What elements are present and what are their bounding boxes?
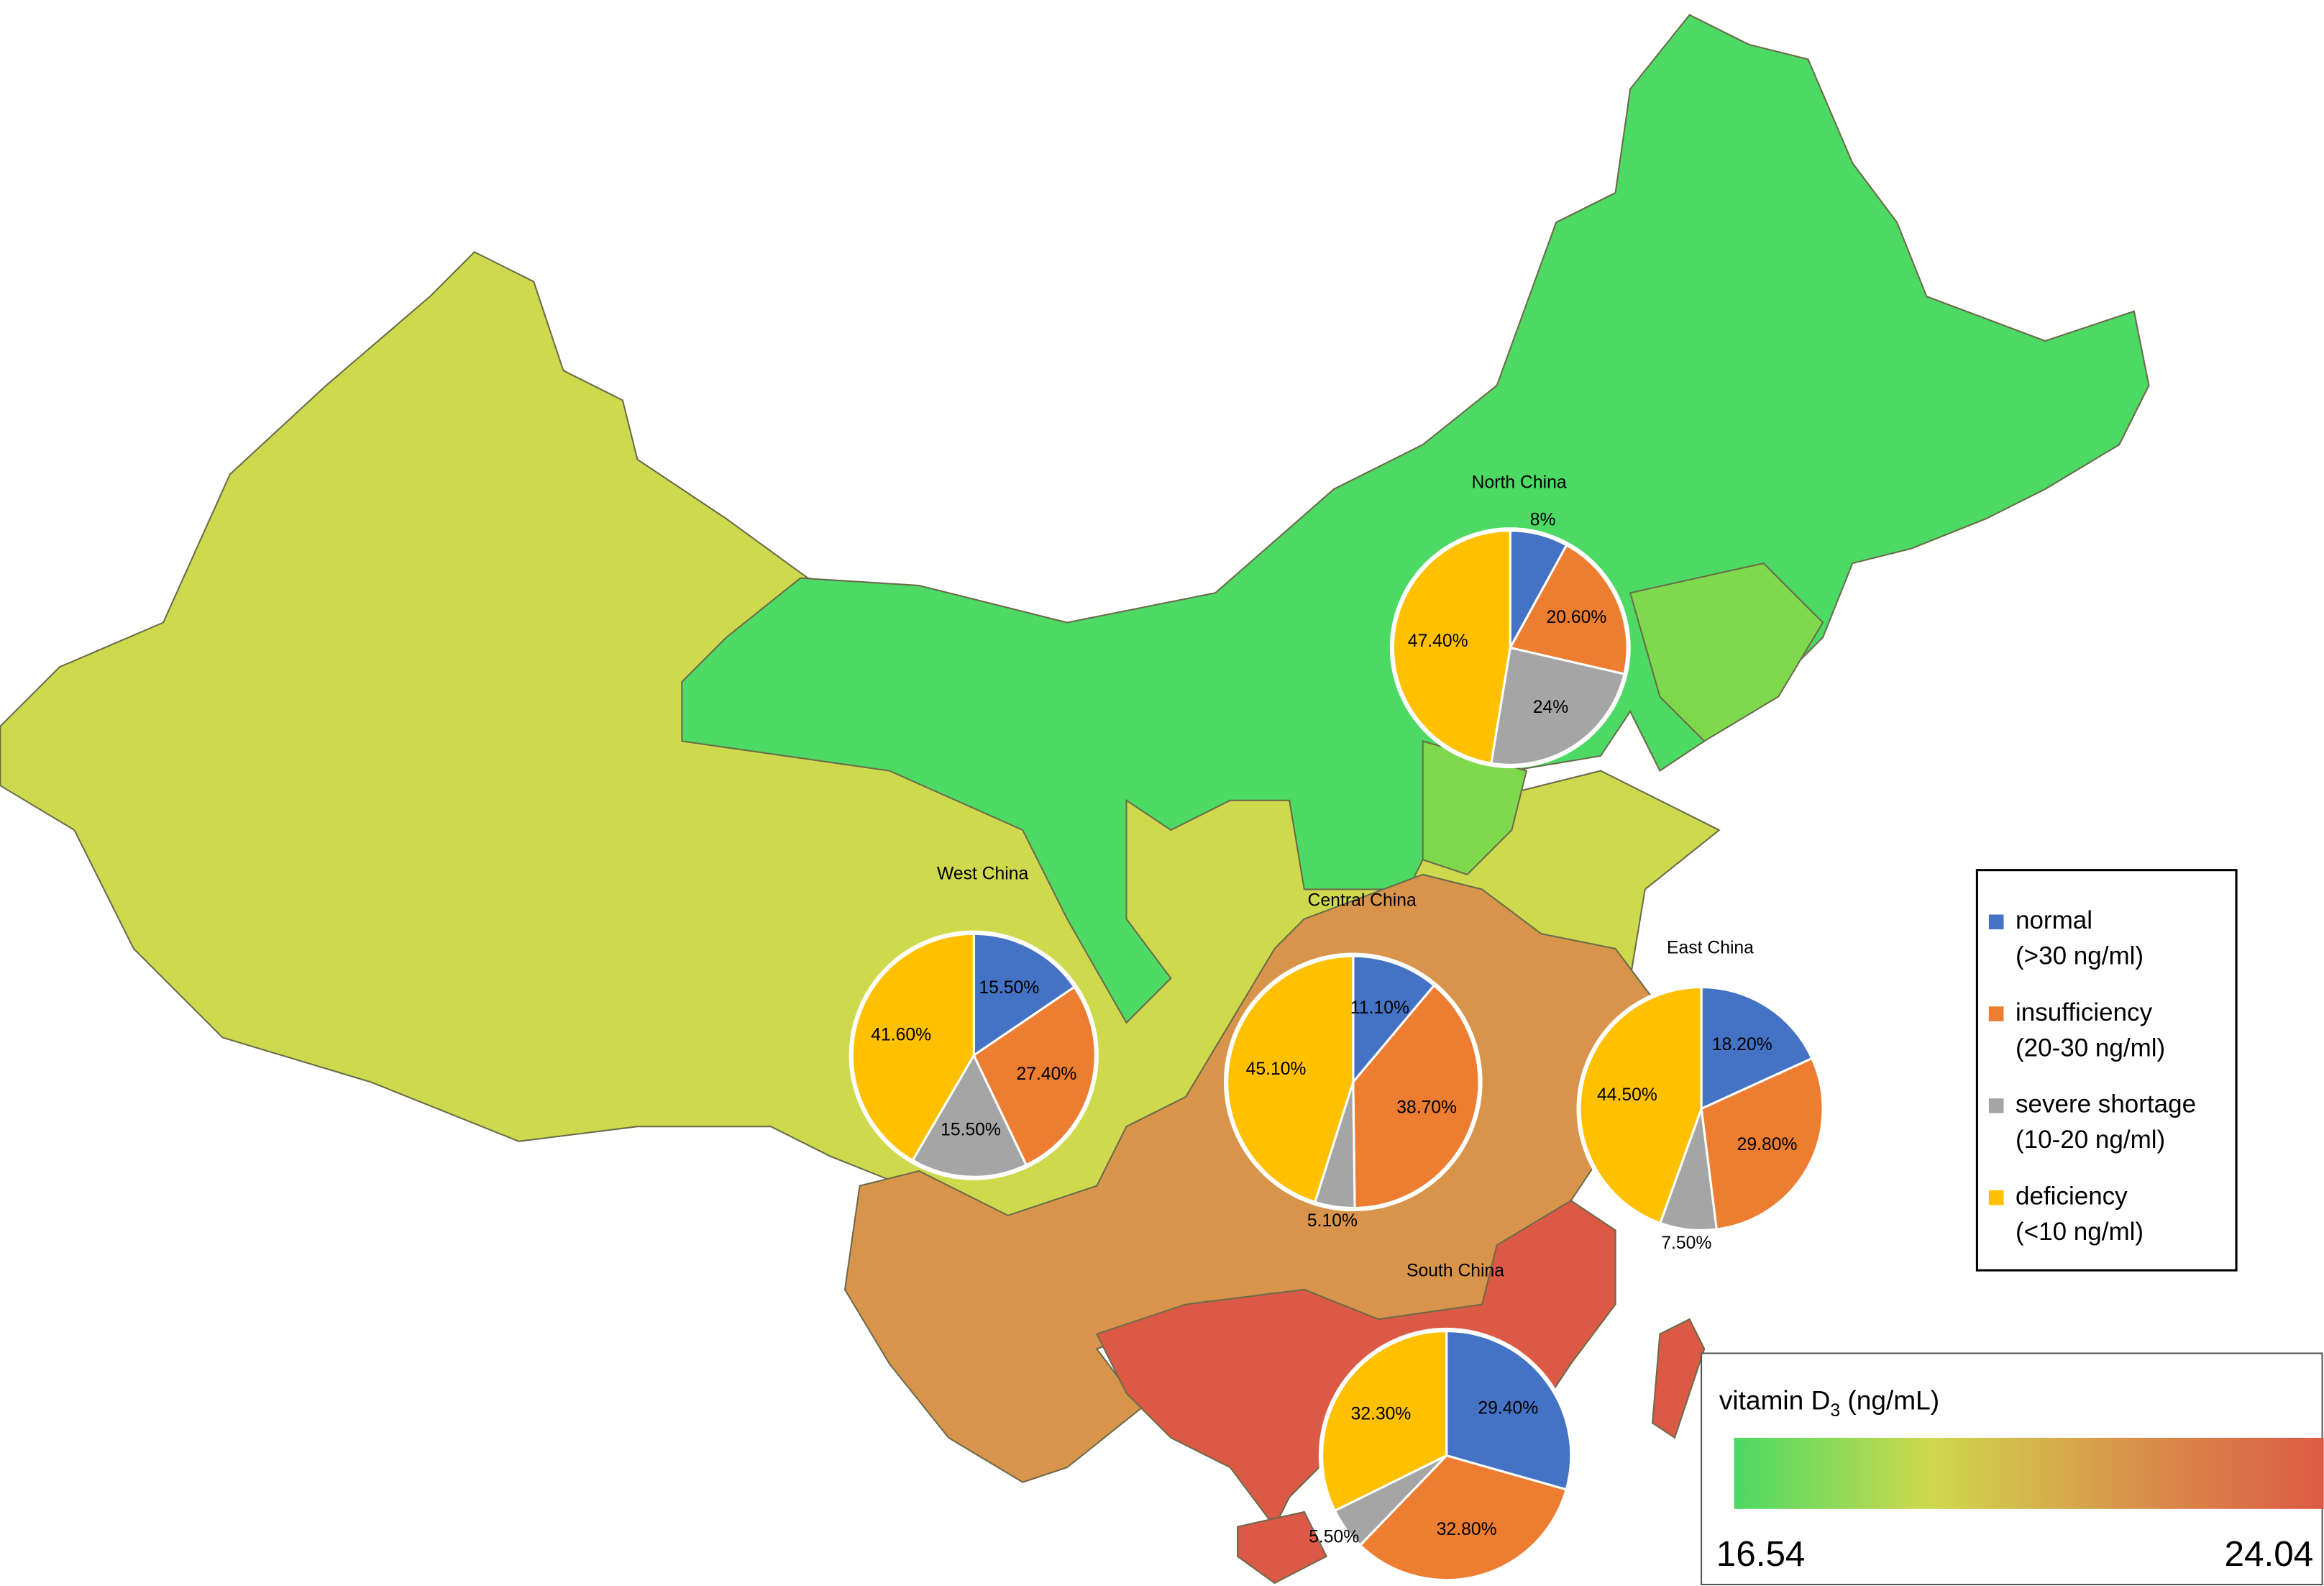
- colorbar-min: 16.54: [1716, 1534, 1806, 1574]
- taiwan: [1652, 1318, 1706, 1439]
- pie-label: 5.10%: [1307, 1211, 1358, 1231]
- north-region: [681, 14, 2150, 1024]
- pie-border: [848, 930, 1099, 1180]
- pie-label: 44.50%: [1597, 1085, 1657, 1105]
- region-name: Central China: [1308, 890, 1417, 910]
- pie-label: 27.40%: [1017, 1065, 1077, 1084]
- pie-label: 47.40%: [1408, 632, 1468, 651]
- pie-label: 45.10%: [1246, 1059, 1307, 1079]
- pie-label: 18.20%: [1712, 1035, 1772, 1054]
- region-name: North China: [1472, 473, 1567, 492]
- legend-name: insufficiency: [2016, 998, 2153, 1026]
- hainan: [1237, 1510, 1328, 1585]
- region-name: South China: [1406, 1262, 1504, 1281]
- pie-border: [1389, 527, 1631, 768]
- legend-swatch: [1988, 1190, 2004, 1206]
- south-region: [1095, 1199, 1616, 1528]
- region-name: East China: [1667, 938, 1754, 957]
- legend-swatch: [1988, 914, 2004, 930]
- pie-label: 7.50%: [1661, 1234, 1711, 1253]
- legend-swatch: [1988, 1006, 2004, 1021]
- pie-label: 20.60%: [1546, 608, 1606, 627]
- legend-range: (<10 ng/ml): [2016, 1218, 2144, 1246]
- pie-border: [1576, 983, 1826, 1234]
- pie-border: [1318, 1327, 1575, 1584]
- region-name: West China: [937, 864, 1029, 883]
- pie-border: [1224, 952, 1483, 1212]
- colorbar-max: 24.04: [2224, 1534, 2313, 1574]
- legend-name: deficiency: [2016, 1182, 2128, 1210]
- pie-label: 15.50%: [941, 1120, 1001, 1139]
- pie-label: 8%: [1530, 510, 1556, 529]
- pie-label: 32.80%: [1437, 1520, 1497, 1539]
- pie-label: 41.60%: [871, 1025, 931, 1044]
- title-part: vitamin D: [1719, 1385, 1831, 1415]
- pie-label: 5.50%: [1309, 1528, 1359, 1547]
- legend-range: (>30 ng/ml): [2016, 942, 2144, 970]
- colorbar-title: vitamin D3 (ng/mL): [1719, 1385, 1939, 1420]
- liaoning: [1629, 562, 1824, 742]
- pie-label: 29.80%: [1737, 1135, 1798, 1154]
- legend-swatch: [1988, 1098, 2004, 1113]
- title-part: 3: [1830, 1400, 1840, 1420]
- pie-label: 24%: [1533, 698, 1568, 717]
- pie-label: 32.30%: [1351, 1405, 1412, 1424]
- pie-label: 38.70%: [1396, 1098, 1457, 1117]
- pie-label: 11.10%: [1350, 998, 1409, 1018]
- colorbar: [1734, 1437, 2324, 1509]
- legend-range: (20-30 ng/ml): [2016, 1034, 2165, 1062]
- legend-range: (10-20 ng/ml): [2016, 1126, 2165, 1154]
- legend-name: severe shortage: [2016, 1090, 2196, 1118]
- title-part: (ng/mL): [1840, 1385, 1939, 1415]
- legend-name: normal: [2016, 906, 2092, 934]
- legend-box: [1975, 869, 2238, 1272]
- pie-label: 29.40%: [1478, 1398, 1538, 1418]
- pie-label: 15.50%: [979, 978, 1039, 998]
